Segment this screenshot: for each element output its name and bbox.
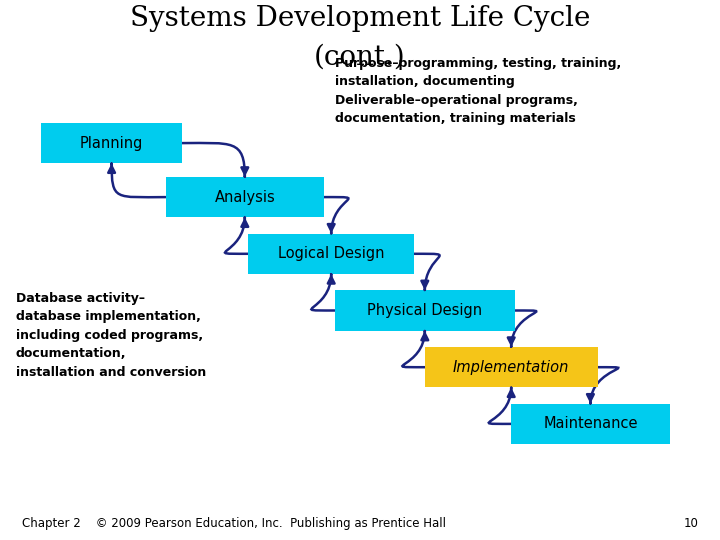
- FancyBboxPatch shape: [335, 291, 515, 330]
- Text: (cont.): (cont.): [314, 43, 406, 70]
- Text: Physical Design: Physical Design: [367, 303, 482, 318]
- Text: Implementation: Implementation: [453, 360, 570, 375]
- Text: Logical Design: Logical Design: [278, 246, 384, 261]
- Text: Maintenance: Maintenance: [543, 416, 638, 431]
- Text: Purpose–programming, testing, training,
installation, documenting
Deliverable–op: Purpose–programming, testing, training, …: [335, 57, 621, 125]
- FancyBboxPatch shape: [248, 233, 414, 274]
- FancyBboxPatch shape: [42, 123, 181, 163]
- Text: Database activity–
database implementation,
including coded programs,
documentat: Database activity– database implementati…: [16, 292, 206, 379]
- Text: Systems Development Life Cycle: Systems Development Life Cycle: [130, 5, 590, 32]
- FancyBboxPatch shape: [166, 177, 324, 217]
- FancyBboxPatch shape: [511, 404, 670, 444]
- Text: Chapter 2    © 2009 Pearson Education, Inc.  Publishing as Prentice Hall: Chapter 2 © 2009 Pearson Education, Inc.…: [22, 517, 446, 530]
- FancyBboxPatch shape: [425, 347, 598, 388]
- Text: Analysis: Analysis: [215, 190, 275, 205]
- Text: Planning: Planning: [80, 136, 143, 151]
- Text: 10: 10: [683, 517, 698, 530]
